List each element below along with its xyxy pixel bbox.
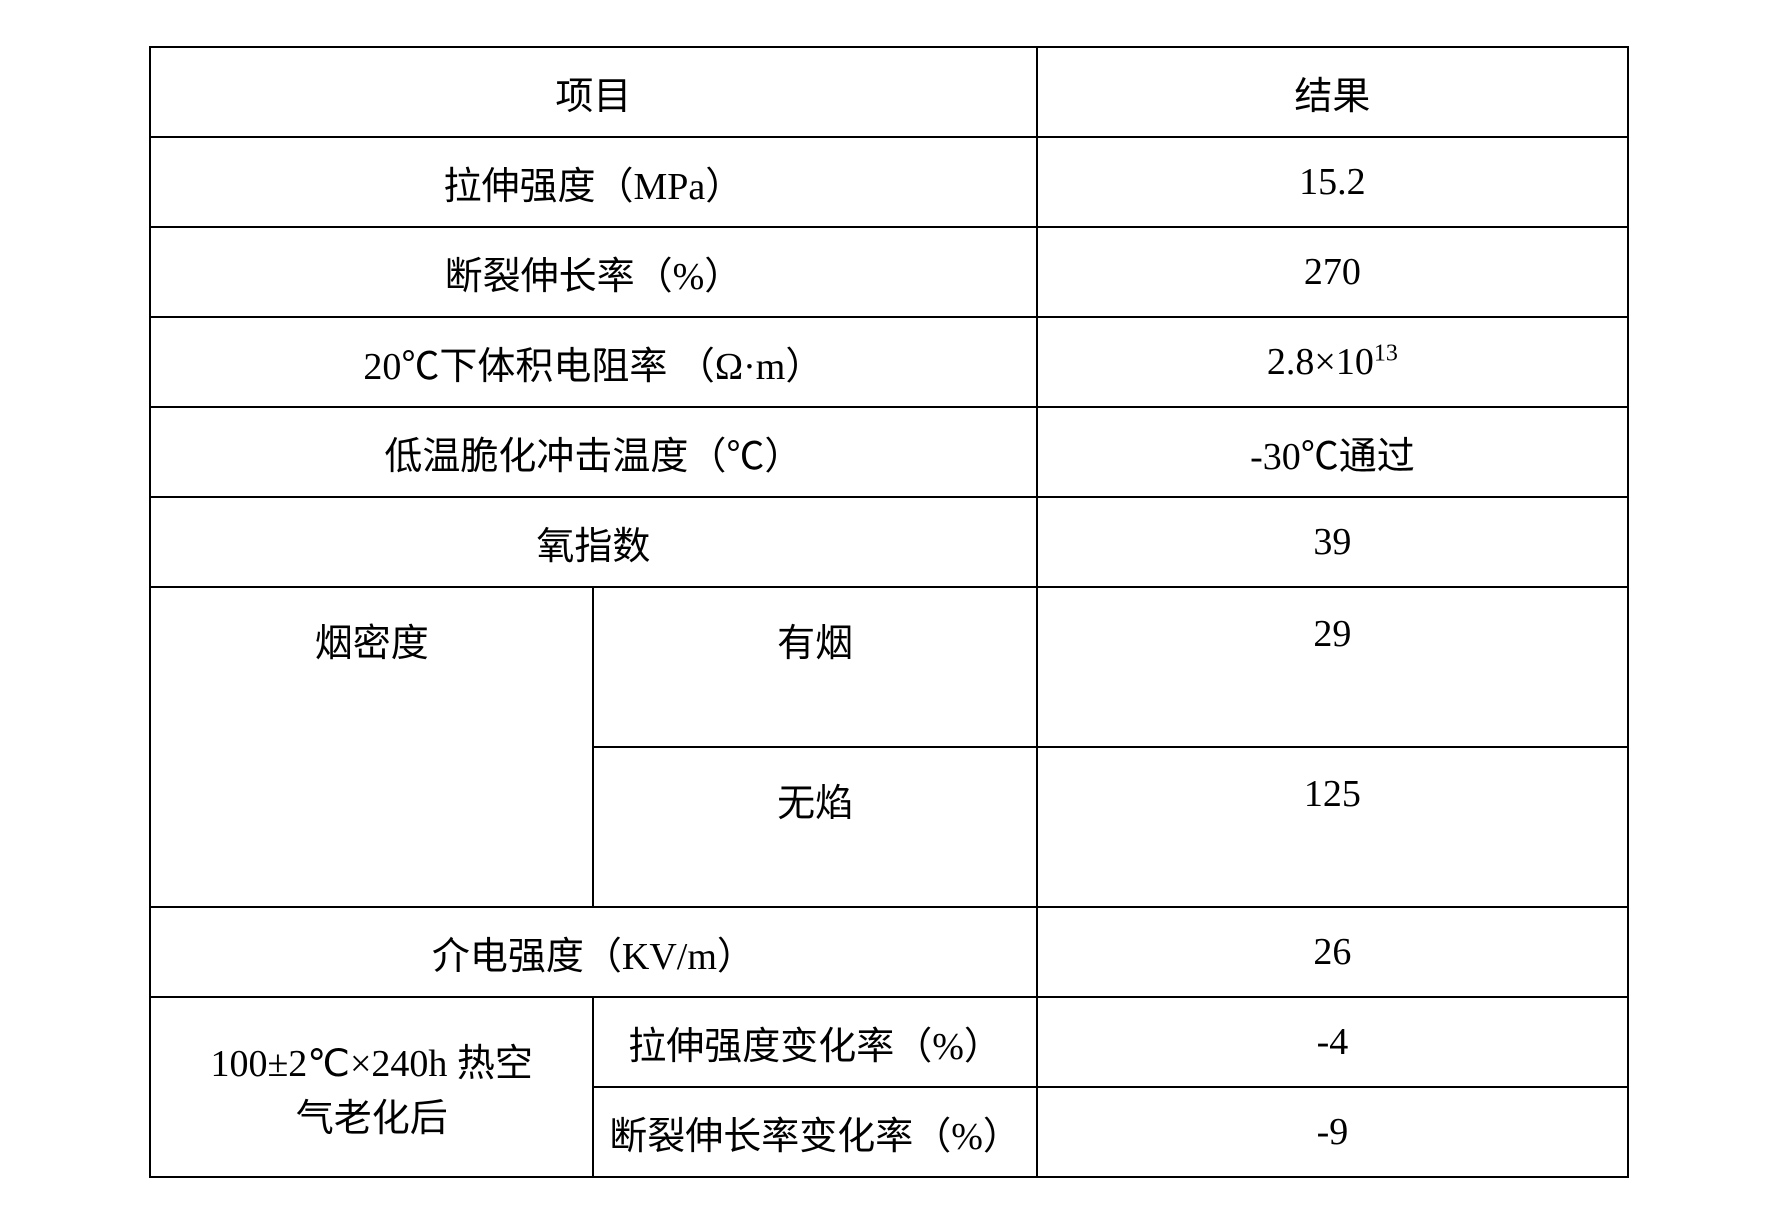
cell-value: -9 bbox=[1037, 1087, 1628, 1177]
sub-label: 断裂伸长率变化率（%） bbox=[593, 1087, 1036, 1177]
table-row: 100±2℃×240h 热空气老化后 拉伸强度变化率（%） -4 bbox=[150, 997, 1628, 1087]
cell-value: 29 bbox=[1037, 587, 1628, 747]
table-row: 断裂伸长率（%） 270 bbox=[150, 227, 1628, 317]
value-prefix: 2.8×10 bbox=[1267, 341, 1374, 383]
group-label-smoke: 烟密度 bbox=[150, 587, 593, 907]
cell-value: 15.2 bbox=[1037, 137, 1628, 227]
cell-value: 26 bbox=[1037, 907, 1628, 997]
table-row: 项目 结果 bbox=[150, 47, 1628, 137]
cell-label: 断裂伸长率（%） bbox=[150, 227, 1037, 317]
cell-label: 拉伸强度（MPa） bbox=[150, 137, 1037, 227]
value-superscript: 13 bbox=[1374, 340, 1398, 366]
table-row: 20℃下体积电阻率 （Ω·m） 2.8×1013 bbox=[150, 317, 1628, 407]
cell-value: 39 bbox=[1037, 497, 1628, 587]
table-row: 低温脆化冲击温度（℃） -30℃通过 bbox=[150, 407, 1628, 497]
table-row: 氧指数 39 bbox=[150, 497, 1628, 587]
properties-table: 项目 结果 拉伸强度（MPa） 15.2 断裂伸长率（%） 270 20℃下体积… bbox=[149, 46, 1629, 1178]
header-result: 结果 bbox=[1037, 47, 1628, 137]
header-project: 项目 bbox=[150, 47, 1037, 137]
cell-label: 氧指数 bbox=[150, 497, 1037, 587]
cell-value: -30℃通过 bbox=[1037, 407, 1628, 497]
table-row: 介电强度（KV/m） 26 bbox=[150, 907, 1628, 997]
cell-label: 低温脆化冲击温度（℃） bbox=[150, 407, 1037, 497]
aging-line1: 100±2℃×240h 热空 bbox=[210, 1043, 532, 1085]
cell-value: -4 bbox=[1037, 997, 1628, 1087]
group-label-aging: 100±2℃×240h 热空气老化后 bbox=[150, 997, 593, 1177]
cell-label: 20℃下体积电阻率 （Ω·m） bbox=[150, 317, 1037, 407]
table-row: 拉伸强度（MPa） 15.2 bbox=[150, 137, 1628, 227]
cell-value: 270 bbox=[1037, 227, 1628, 317]
cell-value: 125 bbox=[1037, 747, 1628, 907]
sub-label: 无焰 bbox=[593, 747, 1036, 907]
sub-label: 有烟 bbox=[593, 587, 1036, 747]
cell-label: 介电强度（KV/m） bbox=[150, 907, 1037, 997]
aging-line2: 气老化后 bbox=[296, 1098, 448, 1140]
table-row: 烟密度 有烟 29 bbox=[150, 587, 1628, 747]
cell-value: 2.8×1013 bbox=[1037, 317, 1628, 407]
sub-label: 拉伸强度变化率（%） bbox=[593, 997, 1036, 1087]
